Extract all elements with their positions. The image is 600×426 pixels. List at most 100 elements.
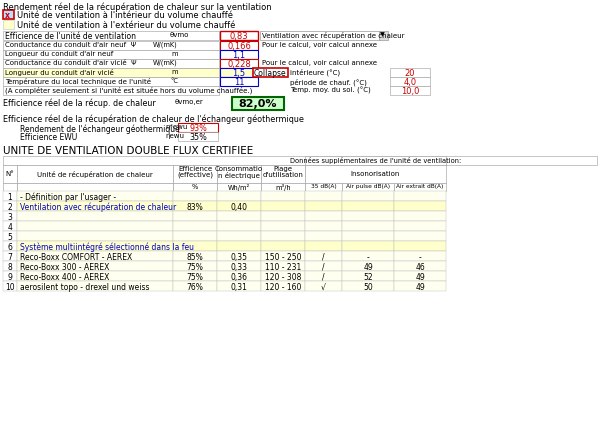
Text: Ventilation avec récupération de chaleur: Ventilation avec récupération de chaleur [262,32,404,39]
Bar [173,183,217,191]
Bar [173,251,217,261]
Text: 0,35: 0,35 [230,253,248,262]
Text: Unité de ventilation à l'extérieur du volume chauffé: Unité de ventilation à l'extérieur du vo… [17,20,235,29]
Bar [305,183,342,191]
Bar [232,97,284,110]
Text: 4: 4 [8,223,13,232]
Text: 0,228: 0,228 [227,60,251,69]
Bar [217,165,261,183]
Text: 110 - 231: 110 - 231 [265,263,301,272]
Text: m: m [172,69,178,75]
Text: ηewu: ηewu [165,133,184,139]
Bar [173,221,217,231]
Bar [3,41,219,50]
Bar [217,281,261,291]
Text: UNITE DE VENTILATION DOUBLE FLUX CERTIFIEE: UNITE DE VENTILATION DOUBLE FLUX CERTIFI… [3,146,253,156]
Bar [3,156,597,165]
Text: Unité de ventilation à l'intérieur du volume chauffé: Unité de ventilation à l'intérieur du vo… [17,11,233,20]
Bar [217,231,261,241]
Bar [305,165,446,183]
Text: 35%: 35% [189,133,207,142]
Bar [220,50,258,59]
Text: W/(mK): W/(mK) [153,60,178,66]
Bar [3,10,14,19]
Bar [3,31,219,40]
Text: Rendement de l'échangeur géothermique: Rendement de l'échangeur géothermique [20,124,180,133]
Bar [3,68,219,77]
Bar [173,211,217,221]
Bar [305,211,342,221]
Bar [261,211,305,221]
Bar [3,281,17,291]
Text: 3: 3 [8,213,13,222]
Bar [305,241,342,251]
Text: 120 - 308: 120 - 308 [265,273,301,282]
Bar [305,156,446,165]
Bar [342,221,394,231]
Text: 49: 49 [415,273,425,282]
Bar [217,183,261,191]
Bar [394,271,446,281]
Text: 1,5: 1,5 [232,69,245,78]
Text: 49: 49 [363,263,373,272]
Bar [3,201,17,211]
Text: 150 - 250: 150 - 250 [265,253,301,262]
Bar [342,191,394,201]
Bar [173,231,217,241]
Bar [173,271,217,281]
Bar [217,201,261,211]
Text: Reco-Boxx 300 - AEREX: Reco-Boxx 300 - AEREX [20,263,109,272]
Text: 0,33: 0,33 [230,263,248,272]
Text: 83%: 83% [187,203,203,212]
Bar [3,221,17,231]
Text: période de chauf. (°C): période de chauf. (°C) [290,78,367,86]
Bar [173,281,217,291]
Text: 35 dB(A): 35 dB(A) [311,184,337,189]
Text: Consommatio: Consommatio [215,166,263,172]
Bar [3,165,17,183]
Bar [342,183,394,191]
Bar [305,261,342,271]
Text: d'utilisation: d'utilisation [263,172,304,178]
Bar [17,241,173,251]
Bar [17,221,173,231]
Bar [342,281,394,291]
Bar [390,77,430,86]
Text: Air pulse dB(A): Air pulse dB(A) [346,184,390,189]
Text: Conductance du conduit d'air neuf  Ψ: Conductance du conduit d'air neuf Ψ [5,42,136,48]
Text: Température du local technique de l'unité: Température du local technique de l'unit… [5,78,151,85]
Text: Wh/m²: Wh/m² [228,184,250,191]
Text: 4,0: 4,0 [403,78,416,87]
Text: Efficience de l'unité de ventilation: Efficience de l'unité de ventilation [5,32,136,41]
Text: Longueur du conduit d'air vicié: Longueur du conduit d'air vicié [5,69,114,76]
Text: 1: 1 [8,193,13,202]
Bar [394,211,446,221]
Text: °C: °C [170,78,178,84]
Text: 49: 49 [415,283,425,292]
Bar [217,261,261,271]
Bar [342,261,394,271]
Bar [342,211,394,221]
Bar [305,281,342,291]
Bar [261,183,305,191]
Text: 93%: 93% [189,124,207,133]
Bar [342,201,394,211]
Text: %: % [192,184,198,190]
Text: Ventilation avec récupération de chaleur: Ventilation avec récupération de chaleur [20,203,176,213]
Bar [261,281,305,291]
Text: intérieure (°C): intérieure (°C) [290,69,340,77]
Text: 0,31: 0,31 [230,283,247,292]
Bar [3,86,219,95]
Bar [217,241,261,251]
Text: 0,36: 0,36 [230,273,248,282]
Bar [217,251,261,261]
Bar [17,191,173,201]
Text: Données supplémentaires de l'unité de ventilation:: Données supplémentaires de l'unité de ve… [290,157,461,164]
Bar [305,201,342,211]
Bar [17,165,173,183]
Bar [173,241,217,251]
Text: m: m [172,51,178,57]
Text: 76%: 76% [187,283,203,292]
Bar [217,271,261,281]
Bar [173,261,217,271]
